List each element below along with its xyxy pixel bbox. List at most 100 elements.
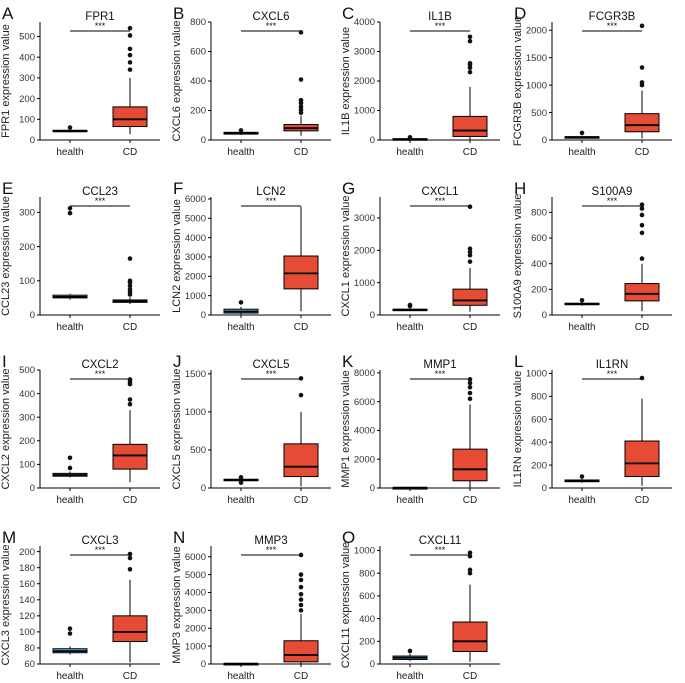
outlier-point <box>639 375 645 381</box>
outlier-point <box>639 212 645 218</box>
panel-letter: H <box>514 179 526 198</box>
box-iqr <box>452 448 488 482</box>
significance-label: *** <box>435 369 446 379</box>
outlier-point <box>127 25 133 31</box>
y-tick-label: 500 <box>190 445 206 456</box>
box-health <box>564 297 600 306</box>
y-tick-label: 3000 <box>185 252 206 263</box>
significance-label: *** <box>607 21 618 31</box>
y-tick-label: 0 <box>30 483 35 494</box>
y-tick-label: 4000 <box>354 426 375 437</box>
outlier-point <box>639 80 645 85</box>
box-cd <box>283 30 319 136</box>
significance-label: *** <box>607 369 618 379</box>
x-tick-label-cd: CD <box>294 671 308 682</box>
y-tick-label: 80 <box>24 643 35 654</box>
y-tick-label: 2000 <box>185 272 206 283</box>
y-tick-label: 6000 <box>354 397 375 408</box>
outlier-point <box>467 61 473 66</box>
y-tick-label: 1000 <box>526 369 547 380</box>
outlier-point <box>467 69 473 75</box>
chart-panel-l: L IL1RN IL1RN expression value 0 200 400 600 80… <box>512 352 672 506</box>
box-cd <box>112 256 148 305</box>
x-tick-label-health: health <box>396 147 423 158</box>
significance-label: *** <box>266 196 277 206</box>
outlier-point <box>127 46 133 52</box>
y-tick-label: 5000 <box>185 570 206 581</box>
y-tick-label: 400 <box>531 437 547 448</box>
box-health <box>52 205 88 300</box>
y-tick-label: 6000 <box>185 194 206 205</box>
chart-panel-e: E CCL23 CCL23 expression value 0 100 200 300 he… <box>0 179 160 333</box>
y-tick-label: 200 <box>19 547 35 558</box>
chart-panel-k: K MMP1 MMP1 expression value 0 2000 4000 6000 8… <box>340 352 500 506</box>
box-iqr <box>624 113 660 133</box>
y-tick-label: 400 <box>531 259 547 270</box>
y-tick-label: 0 <box>201 659 206 670</box>
y-tick-label: 0 <box>542 135 547 146</box>
box-iqr <box>283 443 319 478</box>
chart-panel-i: I CXCL2 CXCL2 expression value 0 100 200 300 40… <box>0 352 160 506</box>
panel-letter: J <box>173 352 182 371</box>
y-tick-label: 400 <box>19 389 35 400</box>
y-axis-label: CXCL3 expression value <box>0 544 12 665</box>
box-health <box>223 300 259 315</box>
y-tick-label: 400 <box>359 614 375 625</box>
box-health <box>564 474 600 483</box>
y-tick-label: 0 <box>201 135 206 146</box>
panel-letter: D <box>514 4 526 23</box>
chart-panel-n: N MMP3 MMP3 expression value 0 1000 2000 3000 4… <box>171 528 331 682</box>
outlier-point <box>467 377 473 382</box>
outlier-point <box>639 256 645 261</box>
panel-title: MMP3 <box>254 535 287 547</box>
y-axis-label: S100A9 expression value <box>512 194 524 319</box>
y-axis-label: CXCL5 expression value <box>171 368 183 489</box>
y-tick-label: 1000 <box>526 80 547 91</box>
outlier-point <box>298 392 304 398</box>
outlier-point <box>298 602 304 608</box>
box-health <box>223 475 259 485</box>
y-tick-label: 0 <box>201 310 206 321</box>
y-tick-label: 500 <box>19 32 35 43</box>
y-tick-label: 1000 <box>185 407 206 418</box>
box-cd <box>112 551 148 663</box>
x-tick-label-cd: CD <box>123 495 137 506</box>
box-cd <box>452 34 488 140</box>
y-tick-label: 100 <box>19 627 35 638</box>
box-iqr <box>112 615 148 643</box>
outlier-point <box>127 397 133 402</box>
outlier-point <box>127 52 133 58</box>
chart-panel-d: D FCGR3B FCGR3B expression value 0 500 1000 15… <box>512 4 672 158</box>
x-tick-label-health: health <box>396 322 423 333</box>
y-tick-label: 2000 <box>185 623 206 634</box>
x-tick-label-health: health <box>56 671 83 682</box>
box-cd <box>452 204 488 312</box>
outlier-point <box>467 384 473 390</box>
x-tick-label-cd: CD <box>294 147 308 158</box>
y-tick-label: 5000 <box>185 213 206 224</box>
y-tick-label: 300 <box>19 208 35 219</box>
y-tick-label: 1500 <box>526 53 547 64</box>
chart-panel-g: G CXCL1 CXCL1 expression value 0 1000 2000 300… <box>340 179 500 333</box>
y-tick-label: 2000 <box>354 246 375 257</box>
y-tick-label: 800 <box>190 17 206 28</box>
y-tick-label: 600 <box>531 233 547 244</box>
outlier-point <box>127 283 133 289</box>
x-tick-label-cd: CD <box>294 322 308 333</box>
outlier-point <box>467 246 473 252</box>
panel-letter: F <box>173 179 183 198</box>
y-axis-label: CXCL11 expression value <box>340 542 352 668</box>
panel-letter: I <box>2 352 7 371</box>
panel-letter: L <box>514 352 523 371</box>
panel-title: CCL23 <box>82 186 118 198</box>
outlier-point <box>67 455 73 461</box>
y-axis-label: CCL23 expression value <box>0 196 12 316</box>
y-tick-label: 400 <box>190 76 206 87</box>
box-iqr <box>624 283 660 302</box>
outlier-point <box>639 222 645 228</box>
x-tick-label-cd: CD <box>294 495 308 506</box>
outlier-point <box>298 97 304 103</box>
outlier-point <box>639 230 645 236</box>
outlier-point <box>298 30 304 35</box>
